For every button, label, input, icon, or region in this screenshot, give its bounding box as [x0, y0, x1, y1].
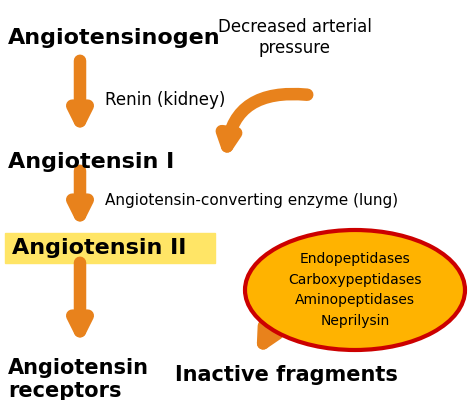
Ellipse shape — [245, 230, 465, 350]
Text: Angiotensinogen: Angiotensinogen — [8, 28, 220, 48]
Text: Inactive fragments: Inactive fragments — [175, 365, 398, 385]
Text: Angiotensin
receptors: Angiotensin receptors — [8, 358, 149, 400]
Text: Angiotensin II: Angiotensin II — [12, 238, 186, 258]
Text: Renin (kidney): Renin (kidney) — [105, 91, 225, 109]
Text: Endopeptidases
Carboxypeptidases
Aminopeptidases
Neprilysin: Endopeptidases Carboxypeptidases Aminope… — [288, 252, 422, 328]
FancyBboxPatch shape — [5, 233, 215, 263]
Text: Angiotensin-converting enzyme (lung): Angiotensin-converting enzyme (lung) — [105, 192, 398, 208]
Text: Decreased arterial
pressure: Decreased arterial pressure — [218, 18, 372, 57]
FancyArrowPatch shape — [222, 94, 307, 146]
Text: Angiotensin I: Angiotensin I — [8, 152, 174, 172]
